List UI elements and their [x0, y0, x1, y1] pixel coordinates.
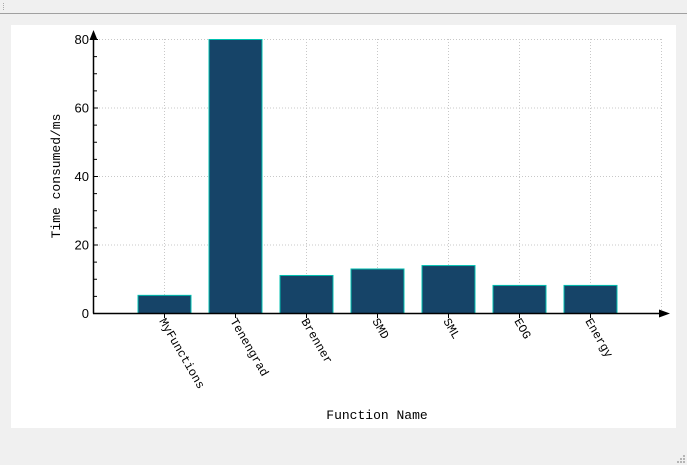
y-tick-label: 20 — [75, 238, 89, 253]
x-axis-label: Function Name — [326, 408, 427, 423]
x-axis-arrow-icon — [659, 309, 670, 318]
y-axis-arrow-icon — [89, 30, 98, 40]
chart-panel — [11, 25, 676, 428]
bar-energy — [563, 284, 618, 315]
x-tick-label: Energy — [582, 316, 616, 360]
x-tick-label: SMD — [369, 316, 392, 342]
x-tick-label: MyFunctions — [156, 316, 208, 392]
bar-myfunctions — [137, 294, 192, 315]
x-tick-label: SML — [440, 316, 463, 342]
bar-sml — [421, 265, 476, 314]
x-tick-label: Tenengrad — [227, 316, 272, 379]
bar-brenner — [279, 274, 334, 315]
x-tick-label: EOG — [511, 316, 534, 342]
bar-tenengrad — [208, 39, 263, 314]
resize-grip-icon[interactable] — [675, 453, 685, 463]
y-tick-label: 80 — [75, 32, 89, 47]
y-axis-label: Time consumed/ms — [49, 114, 64, 239]
y-tick-label: 40 — [75, 169, 89, 184]
bar-smd — [350, 268, 405, 315]
x-tick-label: Brenner — [298, 316, 335, 367]
y-tick-label: 60 — [75, 101, 89, 116]
toolbar-grip-icon[interactable] — [3, 3, 7, 10]
y-tick-label: 0 — [82, 306, 89, 321]
toolbar — [0, 0, 687, 14]
bar-eog — [492, 284, 547, 315]
